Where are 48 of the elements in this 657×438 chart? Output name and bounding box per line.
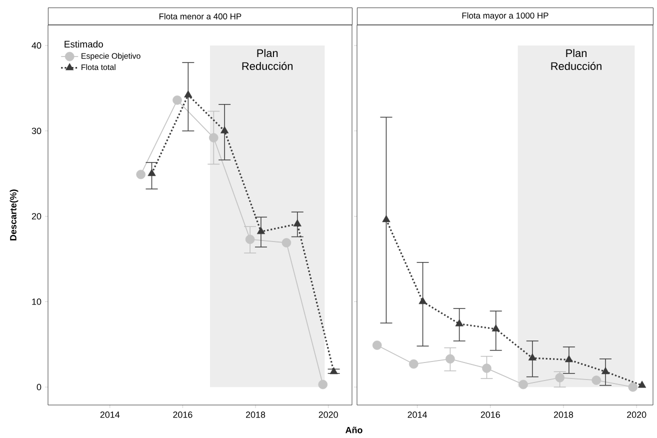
chart-title: Flota menor a 400 HP [159,13,242,20]
point [408,359,418,369]
y-tick-label: 40 [32,42,42,49]
point [382,215,390,222]
point [245,234,255,244]
point [330,367,338,374]
point [184,90,192,98]
y-tick-label: 30 [32,128,42,134]
point [628,382,638,392]
point [209,133,218,142]
point [564,355,573,362]
x-axis-title: Año [346,426,362,434]
x-tick-label: 2016 [480,412,500,418]
point [592,376,602,385]
point [220,126,229,134]
point [282,238,292,248]
point [148,168,156,176]
x-tick-label: 2014 [408,412,427,418]
point [256,227,266,234]
x-tick-label: 2014 [100,412,120,418]
y-tick-label: 0 [36,384,42,390]
x-tick-label: 2018 [554,412,574,418]
point [136,170,146,180]
band-label: Plan Reducción [551,49,602,70]
point [293,219,302,226]
x-tick-label: 2020 [318,412,338,418]
x-tick-label: 2020 [627,412,646,418]
point [418,297,427,304]
point [492,324,500,332]
y-axis-title: Descarte(%) [10,190,18,240]
point [455,319,464,326]
point [555,373,564,382]
point [318,380,328,390]
point [601,367,610,374]
chart-title: Flota mayor a 1000 HP [462,12,548,20]
y-tick-label: 20 [32,213,42,220]
band-label: Plan Reducción [242,49,293,70]
point [518,380,528,390]
x-tick-label: 2016 [173,412,192,418]
legend-title: Estimado [64,40,103,48]
y-tick-label: 10 [32,298,42,305]
point [528,353,536,360]
point [372,340,382,350]
point [172,95,182,105]
point [446,354,455,364]
x-tick-label: 2018 [246,412,266,418]
point [638,380,646,388]
point [482,364,492,373]
